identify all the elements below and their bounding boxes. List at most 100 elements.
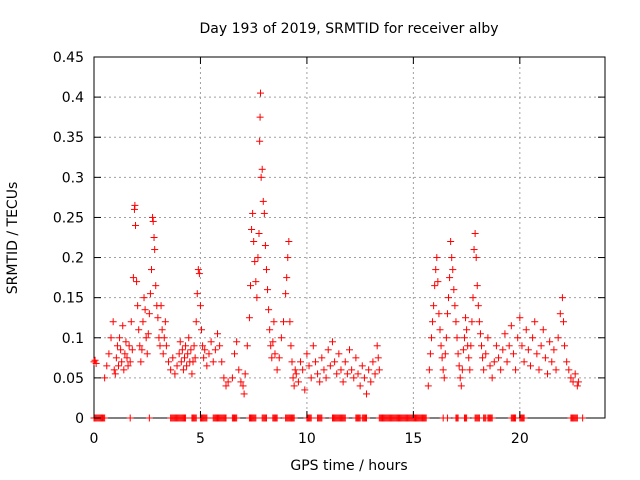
data-point: [559, 318, 567, 326]
data-point: [561, 342, 569, 350]
data-point: [501, 330, 509, 338]
data-point: [294, 378, 302, 386]
data-point: [282, 290, 290, 298]
data-point: [262, 266, 270, 274]
data-point: [369, 358, 377, 366]
data-point: [157, 302, 165, 310]
data-point: [350, 374, 358, 382]
data-point: [516, 314, 524, 322]
data-point: [341, 358, 349, 366]
data-point: [140, 294, 148, 302]
data-point: [476, 330, 484, 338]
data-point: [135, 326, 143, 334]
data-point: [374, 354, 382, 362]
data-point: [333, 370, 341, 378]
data-point: [331, 358, 339, 366]
data-point: [195, 270, 203, 278]
data-point: [565, 366, 573, 374]
data-point: [287, 342, 295, 350]
x-tick-label: 15: [404, 431, 422, 447]
data-point: [118, 358, 126, 366]
data-point: [240, 390, 248, 398]
data-point: [123, 354, 131, 362]
data-point: [558, 294, 566, 302]
data-point: [563, 358, 571, 366]
data-point: [433, 254, 441, 262]
data-point: [283, 274, 291, 282]
data-point: [499, 346, 507, 354]
data-point: [133, 278, 141, 286]
data-point: [567, 374, 575, 382]
data-point: [442, 334, 450, 342]
data-point: [573, 382, 581, 390]
data-point: [252, 278, 260, 286]
data-point: [367, 378, 375, 386]
data-point: [243, 342, 251, 350]
data-point: [468, 318, 476, 326]
data-point: [365, 366, 373, 374]
data-point: [335, 350, 343, 358]
data-point: [425, 366, 433, 374]
data-point: [466, 366, 474, 374]
data-point: [127, 318, 135, 326]
data-point: [139, 318, 147, 326]
x-tick-label: 5: [196, 431, 205, 447]
data-point: [165, 358, 173, 366]
data-point: [544, 370, 552, 378]
data-point: [188, 370, 196, 378]
data-point: [430, 302, 438, 310]
data-point: [473, 282, 481, 290]
data-point: [358, 362, 366, 370]
data-point: [91, 356, 99, 364]
data-point: [233, 338, 241, 346]
data-point: [495, 354, 503, 362]
data-point: [246, 282, 254, 290]
data-point: [463, 414, 471, 422]
data-point: [132, 221, 140, 229]
data-point: [303, 350, 311, 358]
data-point: [488, 374, 496, 382]
data-point: [126, 358, 134, 366]
y-tick-label: 0.1: [62, 331, 84, 347]
data-point: [318, 354, 326, 362]
data-point: [173, 362, 181, 370]
data-point: [159, 350, 167, 358]
data-point: [541, 354, 549, 362]
data-point: [171, 370, 179, 378]
data-point: [348, 366, 356, 374]
data-point: [161, 318, 169, 326]
data-point: [360, 374, 368, 382]
data-point: [311, 358, 319, 366]
data-point: [439, 366, 447, 374]
data-point: [129, 274, 137, 282]
data-point: [533, 350, 541, 358]
data-point: [363, 414, 371, 422]
data-point: [470, 246, 478, 254]
axis-ticks: 0 0.05 0.1 0.15 0.2 0.25 0.3 0.35 0.4 0.45 0 5 10 15 2…: [53, 50, 605, 447]
data-point: [107, 334, 115, 342]
data-point: [271, 350, 279, 358]
data-point: [437, 342, 445, 350]
data-point: [341, 414, 349, 422]
data-point: [149, 213, 157, 221]
y-tick-label: 0.05: [53, 371, 84, 387]
data-point: [192, 318, 200, 326]
data-point: [467, 342, 475, 350]
data-point: [239, 382, 247, 390]
data-point: [138, 346, 146, 354]
x-tick-label: 0: [90, 431, 99, 447]
x-axis-label: GPS time / hours: [290, 458, 407, 474]
data-point: [205, 350, 213, 358]
data-point: [220, 374, 228, 382]
data-point: [257, 89, 265, 97]
data-point: [224, 378, 232, 386]
data-point: [187, 346, 195, 354]
y-tick-label: 0: [75, 411, 84, 427]
data-point: [432, 266, 440, 274]
data-point: [318, 414, 326, 422]
data-point: [120, 366, 128, 374]
data-point: [446, 274, 454, 282]
data-point: [346, 346, 353, 354]
data-point: [149, 217, 157, 225]
data-point: [363, 390, 371, 398]
